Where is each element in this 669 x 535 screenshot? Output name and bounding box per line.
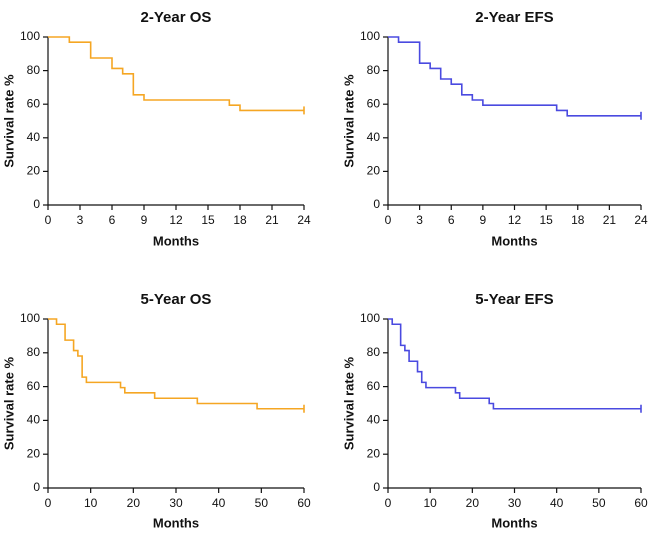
x-axis-label: Months (491, 233, 537, 248)
y-tick-label: 100 (20, 311, 40, 325)
y-tick-label: 0 (33, 197, 40, 211)
y-tick-label: 60 (27, 379, 41, 393)
x-tick-label: 0 (45, 496, 52, 510)
y-axis-label: Survival rate % (1, 74, 16, 168)
y-tick-label: 100 (360, 29, 380, 43)
y-tick-label: 60 (27, 96, 41, 110)
y-axis-label: Survival rate % (1, 356, 16, 450)
survival-curve (48, 318, 304, 410)
y-tick-label: 0 (373, 197, 380, 211)
x-tick-label: 6 (448, 213, 455, 227)
y-tick-label: 40 (27, 413, 41, 427)
y-tick-label: 20 (27, 446, 41, 460)
x-tick-label: 50 (592, 496, 606, 510)
y-tick-label: 80 (367, 345, 381, 359)
y-axis-label: Survival rate % (341, 356, 356, 450)
x-tick-label: 21 (265, 213, 279, 227)
x-tick-label: 9 (141, 213, 148, 227)
y-tick-label: 80 (27, 345, 41, 359)
y-tick-label: 20 (367, 164, 381, 178)
chart-panel-1: 2-Year OS 0 20 40 60 80 100 0 3 6 9 12 15 18 21 24 Month… (1, 9, 311, 248)
chart-title: 2-Year EFS (475, 9, 553, 26)
x-tick-label: 60 (634, 496, 648, 510)
x-tick-label: 50 (255, 496, 269, 510)
x-tick-label: 3 (77, 213, 84, 227)
x-tick-label: 0 (45, 213, 52, 227)
x-tick-label: 10 (423, 496, 437, 510)
x-tick-label: 21 (603, 213, 617, 227)
x-tick-label: 40 (550, 496, 564, 510)
x-tick-label: 24 (297, 213, 311, 227)
y-tick-label: 80 (27, 63, 41, 77)
x-tick-label: 0 (385, 496, 392, 510)
y-tick-label: 20 (27, 164, 41, 178)
x-tick-label: 10 (84, 496, 98, 510)
y-tick-label: 60 (367, 379, 381, 393)
x-tick-label: 3 (416, 213, 423, 227)
x-tick-label: 24 (634, 213, 648, 227)
x-tick-label: 6 (109, 213, 116, 227)
x-tick-label: 30 (169, 496, 183, 510)
x-tick-label: 12 (508, 213, 522, 227)
chart-title: 2-Year OS (141, 9, 212, 26)
x-tick-label: 30 (508, 496, 522, 510)
survival-curve (388, 36, 641, 117)
y-tick-label: 100 (360, 311, 380, 325)
x-tick-label: 40 (212, 496, 226, 510)
x-tick-label: 15 (539, 213, 553, 227)
y-tick-label: 80 (367, 63, 381, 77)
y-tick-label: 100 (20, 29, 40, 43)
survival-curve (388, 318, 641, 410)
chart-panel-2: 2-Year EFS 0 20 40 60 80 100 0 3 6 9 12 15 18 21 24 Mont… (341, 9, 648, 248)
x-axis-label: Months (491, 515, 537, 530)
x-tick-label: 18 (233, 213, 247, 227)
y-axis-label: Survival rate % (341, 74, 356, 168)
y-tick-label: 60 (367, 96, 381, 110)
chart-title: 5-Year OS (141, 291, 212, 308)
y-tick-label: 40 (367, 413, 381, 427)
chart-panel-4: 5-Year EFS 0 20 40 60 80 100 0 10 20 30 40 50 60 Month… (341, 291, 648, 530)
x-tick-label: 20 (466, 496, 480, 510)
y-tick-label: 20 (367, 446, 381, 460)
chart-panel-3: 5-Year OS 0 20 40 60 80 100 0 10 20 30 40 50 60 Months… (1, 291, 311, 530)
y-tick-label: 40 (27, 130, 41, 144)
x-tick-label: 12 (169, 213, 183, 227)
survival-curve (48, 36, 304, 112)
x-tick-label: 60 (297, 496, 311, 510)
x-tick-label: 0 (385, 213, 392, 227)
x-axis-label: Months (153, 515, 199, 530)
x-tick-label: 20 (127, 496, 141, 510)
y-tick-label: 0 (373, 480, 380, 494)
y-tick-label: 0 (33, 480, 40, 494)
x-tick-label: 9 (480, 213, 487, 227)
y-tick-label: 40 (367, 130, 381, 144)
chart-title: 5-Year EFS (475, 291, 553, 308)
x-axis-label: Months (153, 233, 199, 248)
x-tick-label: 18 (571, 213, 585, 227)
x-tick-label: 15 (201, 213, 215, 227)
